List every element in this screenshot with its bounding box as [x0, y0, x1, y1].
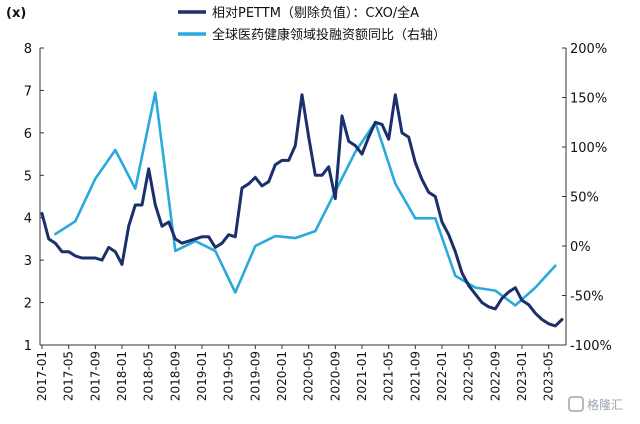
right-axis-tick-label: -100%	[570, 339, 612, 354]
watermark: 格隆汇	[568, 396, 623, 412]
right-axis-tick-label: 150%	[570, 92, 607, 107]
y-axis-unit: (x)	[6, 6, 26, 21]
x-axis-tick-label: 2017-09	[88, 351, 102, 401]
x-axis-tick-label: 2023-01	[515, 351, 529, 401]
left-axis-tick-label: 6	[24, 127, 32, 142]
left-axis-tick-label: 1	[24, 339, 32, 354]
watermark-logo-icon	[568, 396, 584, 412]
plot-area	[40, 91, 564, 328]
x-axis-tick-label: 2017-01	[35, 351, 49, 401]
left-axis-tick-label: 8	[24, 42, 32, 57]
left-axis-tick-label: 4	[24, 212, 32, 227]
series-line-financing-yoy	[53, 91, 557, 307]
right-axis-tick-label: 0%	[570, 240, 591, 255]
x-axis-tick-label: 2017-05	[62, 351, 76, 401]
right-axis-tick-label: 50%	[570, 191, 599, 206]
x-axis-tick-label: 2019-01	[195, 351, 209, 401]
watermark-text: 格隆汇	[587, 397, 623, 412]
x-axis-tick-label: 2022-01	[435, 351, 449, 401]
x-axis-tick-label: 2021-05	[382, 351, 396, 401]
left-axis: 1 2 3 4 5 6 7 8	[24, 42, 44, 354]
left-axis-tick-label: 5	[24, 169, 32, 184]
right-axis-tick-label: -50%	[570, 290, 604, 305]
x-axis-tick-label: 2022-05	[462, 351, 476, 401]
right-axis: -100% -50% 0% 50% 100% 150% 200%	[562, 42, 612, 354]
x-axis-tick-label: 2019-05	[222, 351, 236, 401]
x-axis-tick-label: 2018-05	[142, 351, 156, 401]
x-axis-tick-label: 2023-05	[542, 351, 556, 401]
x-axis-tick-label: 2019-09	[248, 351, 262, 401]
left-axis-tick-label: 7	[24, 84, 32, 99]
right-axis-tick-label: 100%	[570, 141, 607, 156]
left-axis-tick-label: 2	[24, 297, 32, 312]
x-axis-tick-label: 2020-05	[302, 351, 316, 401]
x-axis-tick-label: 2020-09	[328, 351, 342, 401]
legend: 相对PETTM（剔除负值）：CXO/全A 全球医药健康领域投融资额同比（右轴）	[178, 5, 446, 43]
x-axis: 2017-01 2017-05 2017-09 2018-01 2018-05 2018-…	[35, 344, 566, 401]
x-axis-tick-label: 2021-09	[408, 351, 422, 401]
x-axis-tick-label: 2021-01	[355, 351, 369, 401]
legend-label-financing: 全球医药健康领域投融资额同比（右轴）	[212, 27, 446, 43]
x-axis-tick-label: 2018-01	[115, 351, 129, 401]
left-axis-tick-label: 3	[24, 254, 32, 269]
x-axis-tick-label: 2020-01	[275, 351, 289, 401]
x-axis-tick-label: 2022-09	[488, 351, 502, 401]
x-axis-tick-label: 2018-09	[168, 351, 182, 401]
series-line-relative-pe	[40, 93, 564, 328]
legend-label-pe: 相对PETTM（剔除负值）：CXO/全A	[212, 5, 419, 21]
right-axis-tick-label: 200%	[570, 42, 607, 57]
